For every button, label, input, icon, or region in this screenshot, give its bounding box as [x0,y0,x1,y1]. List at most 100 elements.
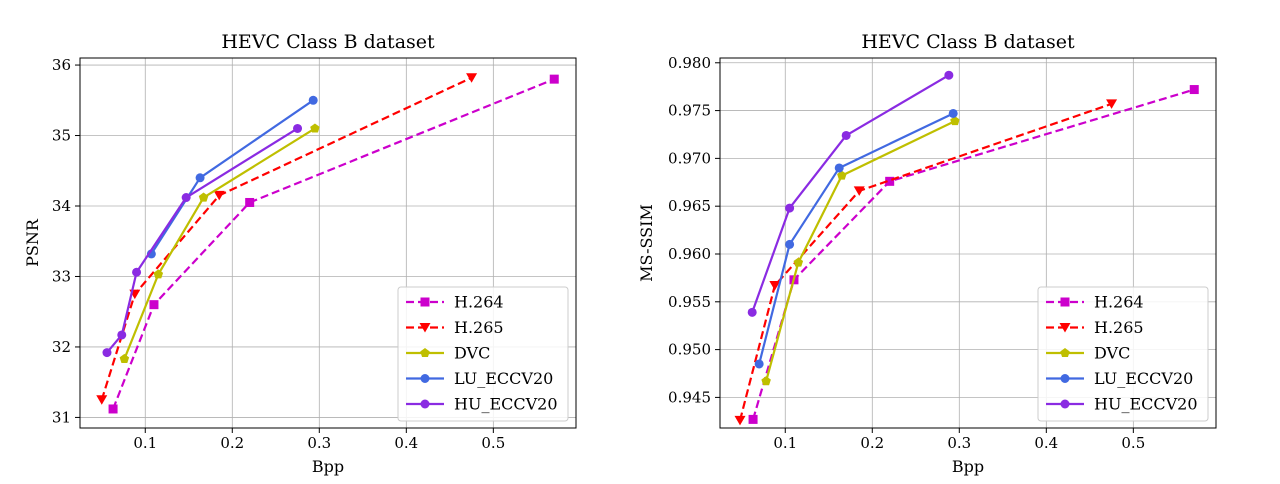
axes-frame [79,57,577,429]
x-tick-label: 0.1 [133,434,157,452]
legend-marker [1060,348,1070,358]
x-axis-label: Bpp [312,457,344,476]
data-point [1106,99,1118,109]
legend-marker [420,348,430,358]
x-tick-label: 0.4 [1034,434,1058,452]
chart-panel-1: 0.1 0.2 0.3 0.4 0.5 31 32 33 34 35 36 HEVC Class B … [23,31,577,476]
y-tick-label: 34 [52,197,71,215]
data-point [293,123,303,133]
data-point [119,353,130,363]
legend-label: H.264 [1094,293,1144,312]
x-tick-label: 0.3 [307,434,331,452]
series-line [751,74,950,313]
legend-entry: LU_ECCV20 [1046,369,1193,388]
y-tick-label: 0.980 [668,54,711,72]
data-point [308,95,318,105]
data-point [117,330,127,340]
legend-marker [1060,297,1070,307]
series-h-265 [734,99,1118,426]
series-line [758,112,954,365]
legend-box [1037,286,1209,422]
legend-entry: LU_ECCV20 [406,369,553,388]
data-point [549,74,559,84]
data-point [747,307,757,317]
legend-entry: H.265 [406,318,504,337]
data-point [793,257,804,267]
legend-entry: H.264 [1046,293,1144,312]
chart-title: HEVC Class B dataset [221,31,435,53]
legend-entry: H.265 [1046,318,1144,337]
legend-label: H.265 [1094,318,1144,337]
x-tick-label: 0.3 [947,434,971,452]
data-point [153,269,164,279]
legend-entry: DVC [406,344,490,363]
data-point [950,116,960,126]
legend-label: LU_ECCV20 [454,369,553,388]
series-hu-eccv20 [747,70,954,317]
y-tick-label: 31 [52,408,71,426]
data-point [213,190,225,201]
legend-marker [1060,374,1070,383]
x-tick-label: 0.5 [1121,434,1145,452]
data-point [102,348,112,358]
data-point [785,203,795,213]
x-tick-label: 0.2 [220,434,244,452]
x-tick-label: 0.1 [773,434,797,452]
y-tick-label: 36 [52,56,71,74]
y-axis-label: PSNR [23,218,42,267]
data-point [785,239,795,249]
legend-entry: HU_ECCV20 [1046,395,1198,414]
data-point [181,193,191,203]
y-tick-label: 0.945 [668,388,711,406]
data-point [1189,85,1199,95]
y-tick-label: 35 [52,127,71,145]
data-point [754,359,764,369]
series-line [123,127,316,360]
legend-label: LU_ECCV20 [1094,369,1193,388]
data-point [769,281,781,291]
legend-label: H.265 [454,318,504,337]
data-point [834,163,844,173]
series-line [765,120,956,382]
data-point [841,130,851,140]
y-axis-label: MS-SSIM [637,204,656,282]
legend-box [397,286,569,422]
series-line [752,88,1195,420]
x-tick-label: 0.2 [860,434,884,452]
legend-label: DVC [454,344,490,363]
data-point [748,414,758,424]
y-tick-label: 32 [52,338,71,356]
series-line [106,127,299,354]
data-point [944,70,954,80]
x-axis-label: Bpp [952,457,984,476]
y-tick-label: 33 [52,267,71,285]
y-tick-label: 0.975 [668,102,711,120]
data-point [761,376,771,386]
data-point [466,73,478,83]
chart-title: HEVC Class B dataset [861,31,1075,53]
legend-label: HU_ECCV20 [454,395,558,414]
series-hu-eccv20 [102,123,303,358]
data-point [245,197,255,207]
series-dvc [761,116,960,386]
data-point [837,170,847,180]
data-point [948,108,958,118]
y-tick-label: 0.970 [668,149,711,167]
data-point [198,192,209,202]
chart-panel-2: 0.1 0.2 0.3 0.4 0.5 0.945 0.950 0.955 0.960 0.965… [637,31,1217,476]
legend-marker [1060,399,1070,409]
series-dvc [119,123,320,363]
data-point [734,415,746,426]
legend-marker [1059,323,1071,333]
legend-entry: HU_ECCV20 [406,395,558,414]
legend-label: DVC [1094,344,1130,363]
legend-label: H.264 [454,293,504,312]
series-lu-eccv20 [754,108,958,369]
data-point [149,300,159,310]
series-line [738,102,1112,421]
y-tick-label: 0.955 [668,293,711,311]
legend-entry: H.264 [406,293,504,312]
legend-entry: DVC [1046,344,1130,363]
data-point [132,267,142,277]
